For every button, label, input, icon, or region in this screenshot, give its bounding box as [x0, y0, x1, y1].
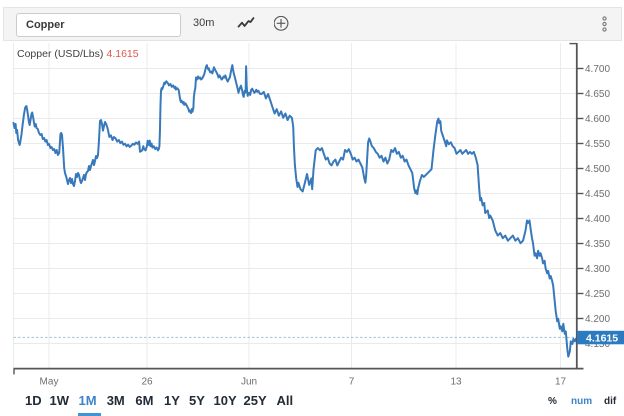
svg-text:7: 7: [349, 377, 355, 388]
svg-text:Jun: Jun: [241, 377, 257, 388]
svg-text:4.650: 4.650: [585, 89, 610, 100]
svg-text:4.550: 4.550: [585, 139, 610, 150]
svg-text:13: 13: [450, 377, 462, 388]
svg-text:4.1615: 4.1615: [586, 333, 618, 345]
svg-text:4.1615: 4.1615: [107, 48, 139, 60]
svg-text:26: 26: [141, 377, 153, 388]
svg-text:4.500: 4.500: [585, 164, 610, 175]
svg-text:4.700: 4.700: [585, 64, 610, 75]
svg-text:4.250: 4.250: [585, 289, 610, 300]
svg-text:4.350: 4.350: [585, 239, 610, 250]
svg-text:4.200: 4.200: [585, 314, 610, 325]
svg-text:4.150: 4.150: [585, 339, 610, 350]
svg-text:Copper (USD/Lbs): Copper (USD/Lbs): [17, 48, 103, 60]
svg-text:May: May: [40, 377, 59, 388]
svg-text:17: 17: [555, 377, 567, 388]
svg-text:4.450: 4.450: [585, 189, 610, 200]
svg-text:4.600: 4.600: [585, 114, 610, 125]
svg-text:4.400: 4.400: [585, 214, 610, 225]
svg-text:4.300: 4.300: [585, 264, 610, 275]
